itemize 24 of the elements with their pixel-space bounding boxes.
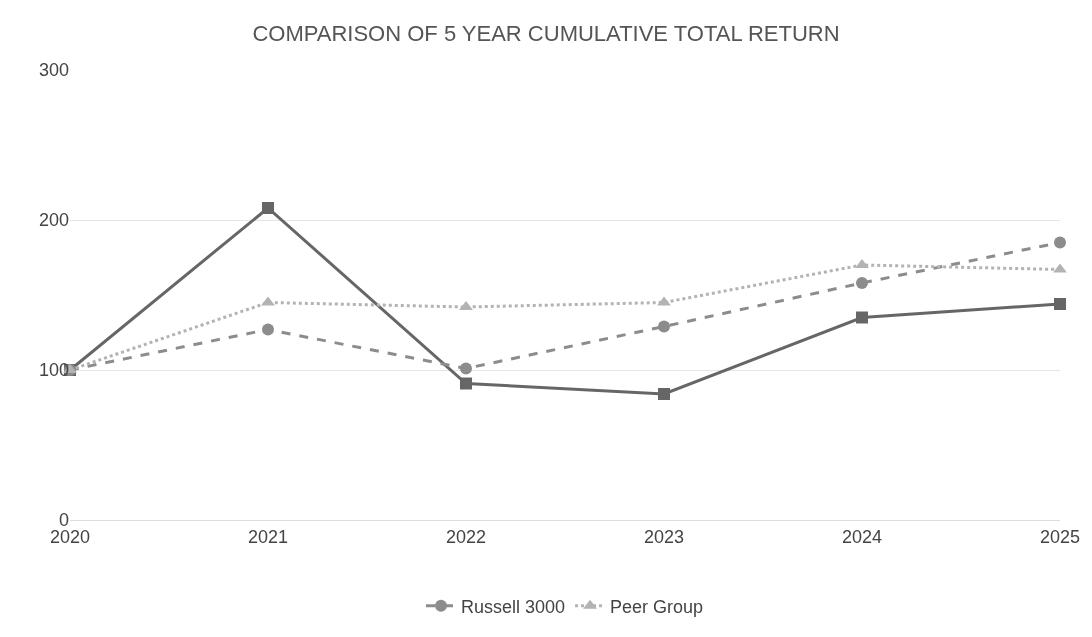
legend-label: Russell 3000 xyxy=(461,596,566,617)
y-tick-label: 100 xyxy=(38,360,69,381)
point xyxy=(658,320,670,333)
x-tick-label: 2025 xyxy=(1039,526,1081,547)
point xyxy=(657,296,671,306)
legend-label: Peer Group xyxy=(610,596,704,617)
point xyxy=(1053,263,1067,273)
y-tick-label: 200 xyxy=(38,210,69,231)
point xyxy=(1054,298,1066,310)
point xyxy=(1054,236,1066,249)
chart-title: COMPARISON OF 5 YEAR CUMULATIVE TOTAL RETURN xyxy=(252,20,840,46)
point xyxy=(261,296,275,306)
point xyxy=(262,323,274,336)
point xyxy=(856,311,868,324)
y-tick-label: 300 xyxy=(38,60,69,81)
point xyxy=(658,388,670,400)
x-tick-label: 2021 xyxy=(247,526,289,547)
point xyxy=(460,362,472,375)
x-tick-label: 2024 xyxy=(841,526,883,547)
x-tick-label: 2023 xyxy=(643,526,685,547)
point xyxy=(856,277,868,289)
x-tick-label: 2022 xyxy=(445,526,487,547)
point xyxy=(460,377,472,390)
point xyxy=(262,202,274,214)
